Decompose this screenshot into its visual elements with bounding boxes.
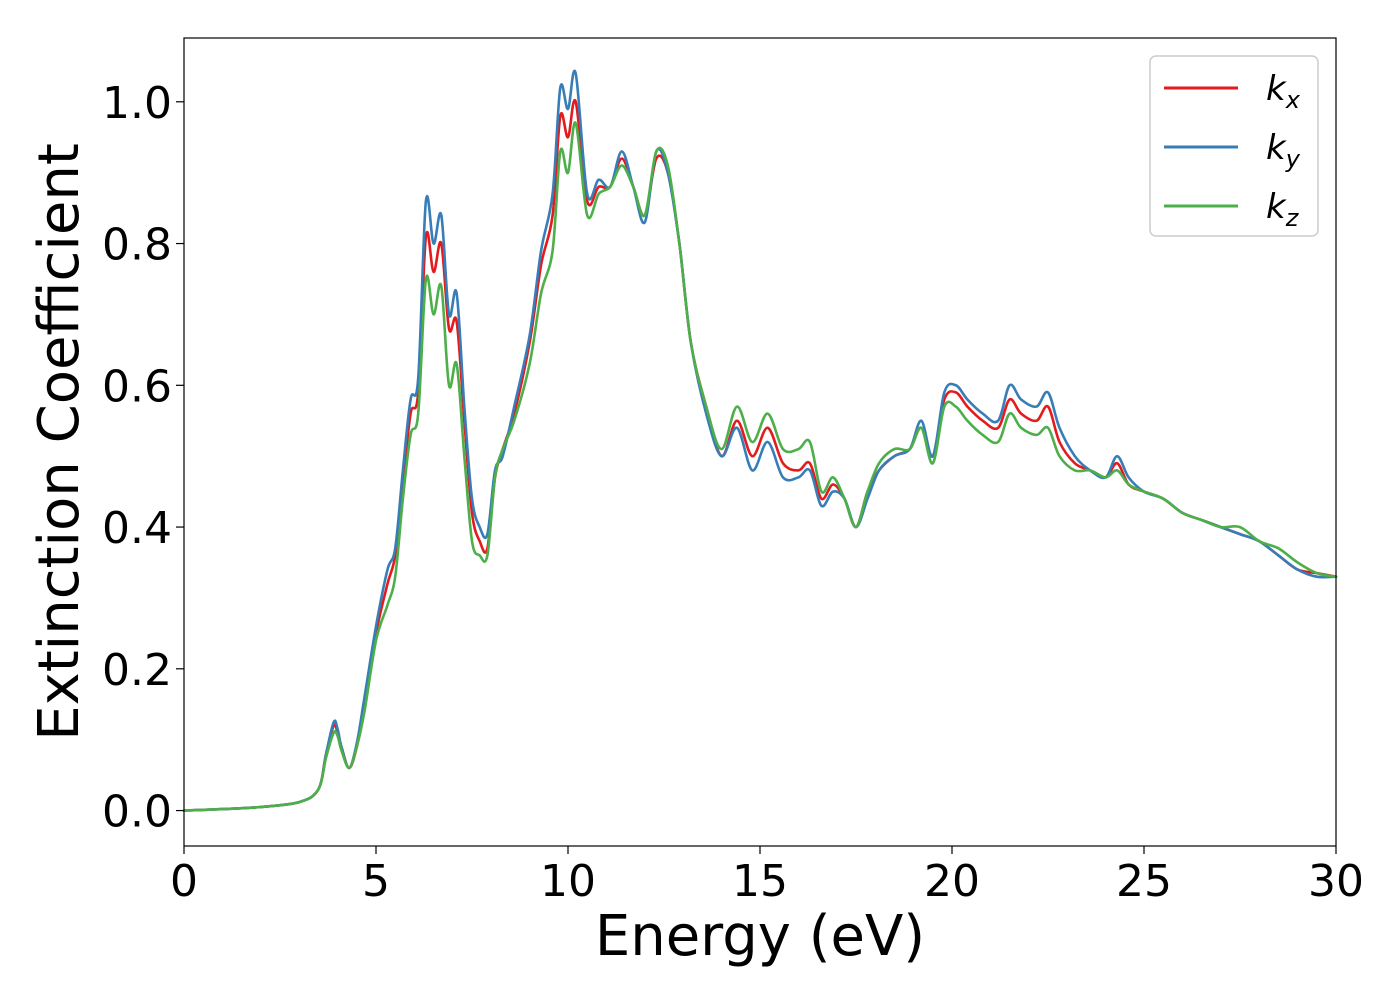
y-tick-label: 0.0 [102,787,172,838]
y-axis-ticks: 0.0 0.2 0.4 0.6 0.8 1.0 [102,78,184,838]
x-axis-ticks: 0 5 10 15 20 25 30 [170,846,1364,907]
series-layer [182,69,1338,812]
legend-label-k-y: ky [1266,128,1301,173]
y-tick-label: 0.6 [102,361,172,412]
x-tick-label: 15 [732,856,788,907]
x-tick-label: 30 [1308,856,1364,907]
x-tick-label: 25 [1116,856,1172,907]
x-tick-label: 10 [540,856,596,907]
legend-label-k-x: kx [1266,69,1301,114]
y-tick-label: 0.8 [102,220,172,271]
series-line-k-y [182,69,1338,812]
x-tick-label: 20 [924,856,980,907]
x-axis-title: Energy (eV) [595,904,925,969]
legend: kx ky kz [1149,55,1319,237]
legend-label-k-z: kz [1266,187,1300,232]
y-tick-label: 1.0 [102,78,172,129]
y-tick-label: 0.4 [102,503,172,554]
series-line-k-z [182,121,1338,812]
x-tick-label: 0 [170,856,198,907]
y-tick-label: 0.2 [102,645,172,696]
x-tick-label: 5 [362,856,390,907]
y-axis-title: Extinction Coefficient [27,143,92,741]
